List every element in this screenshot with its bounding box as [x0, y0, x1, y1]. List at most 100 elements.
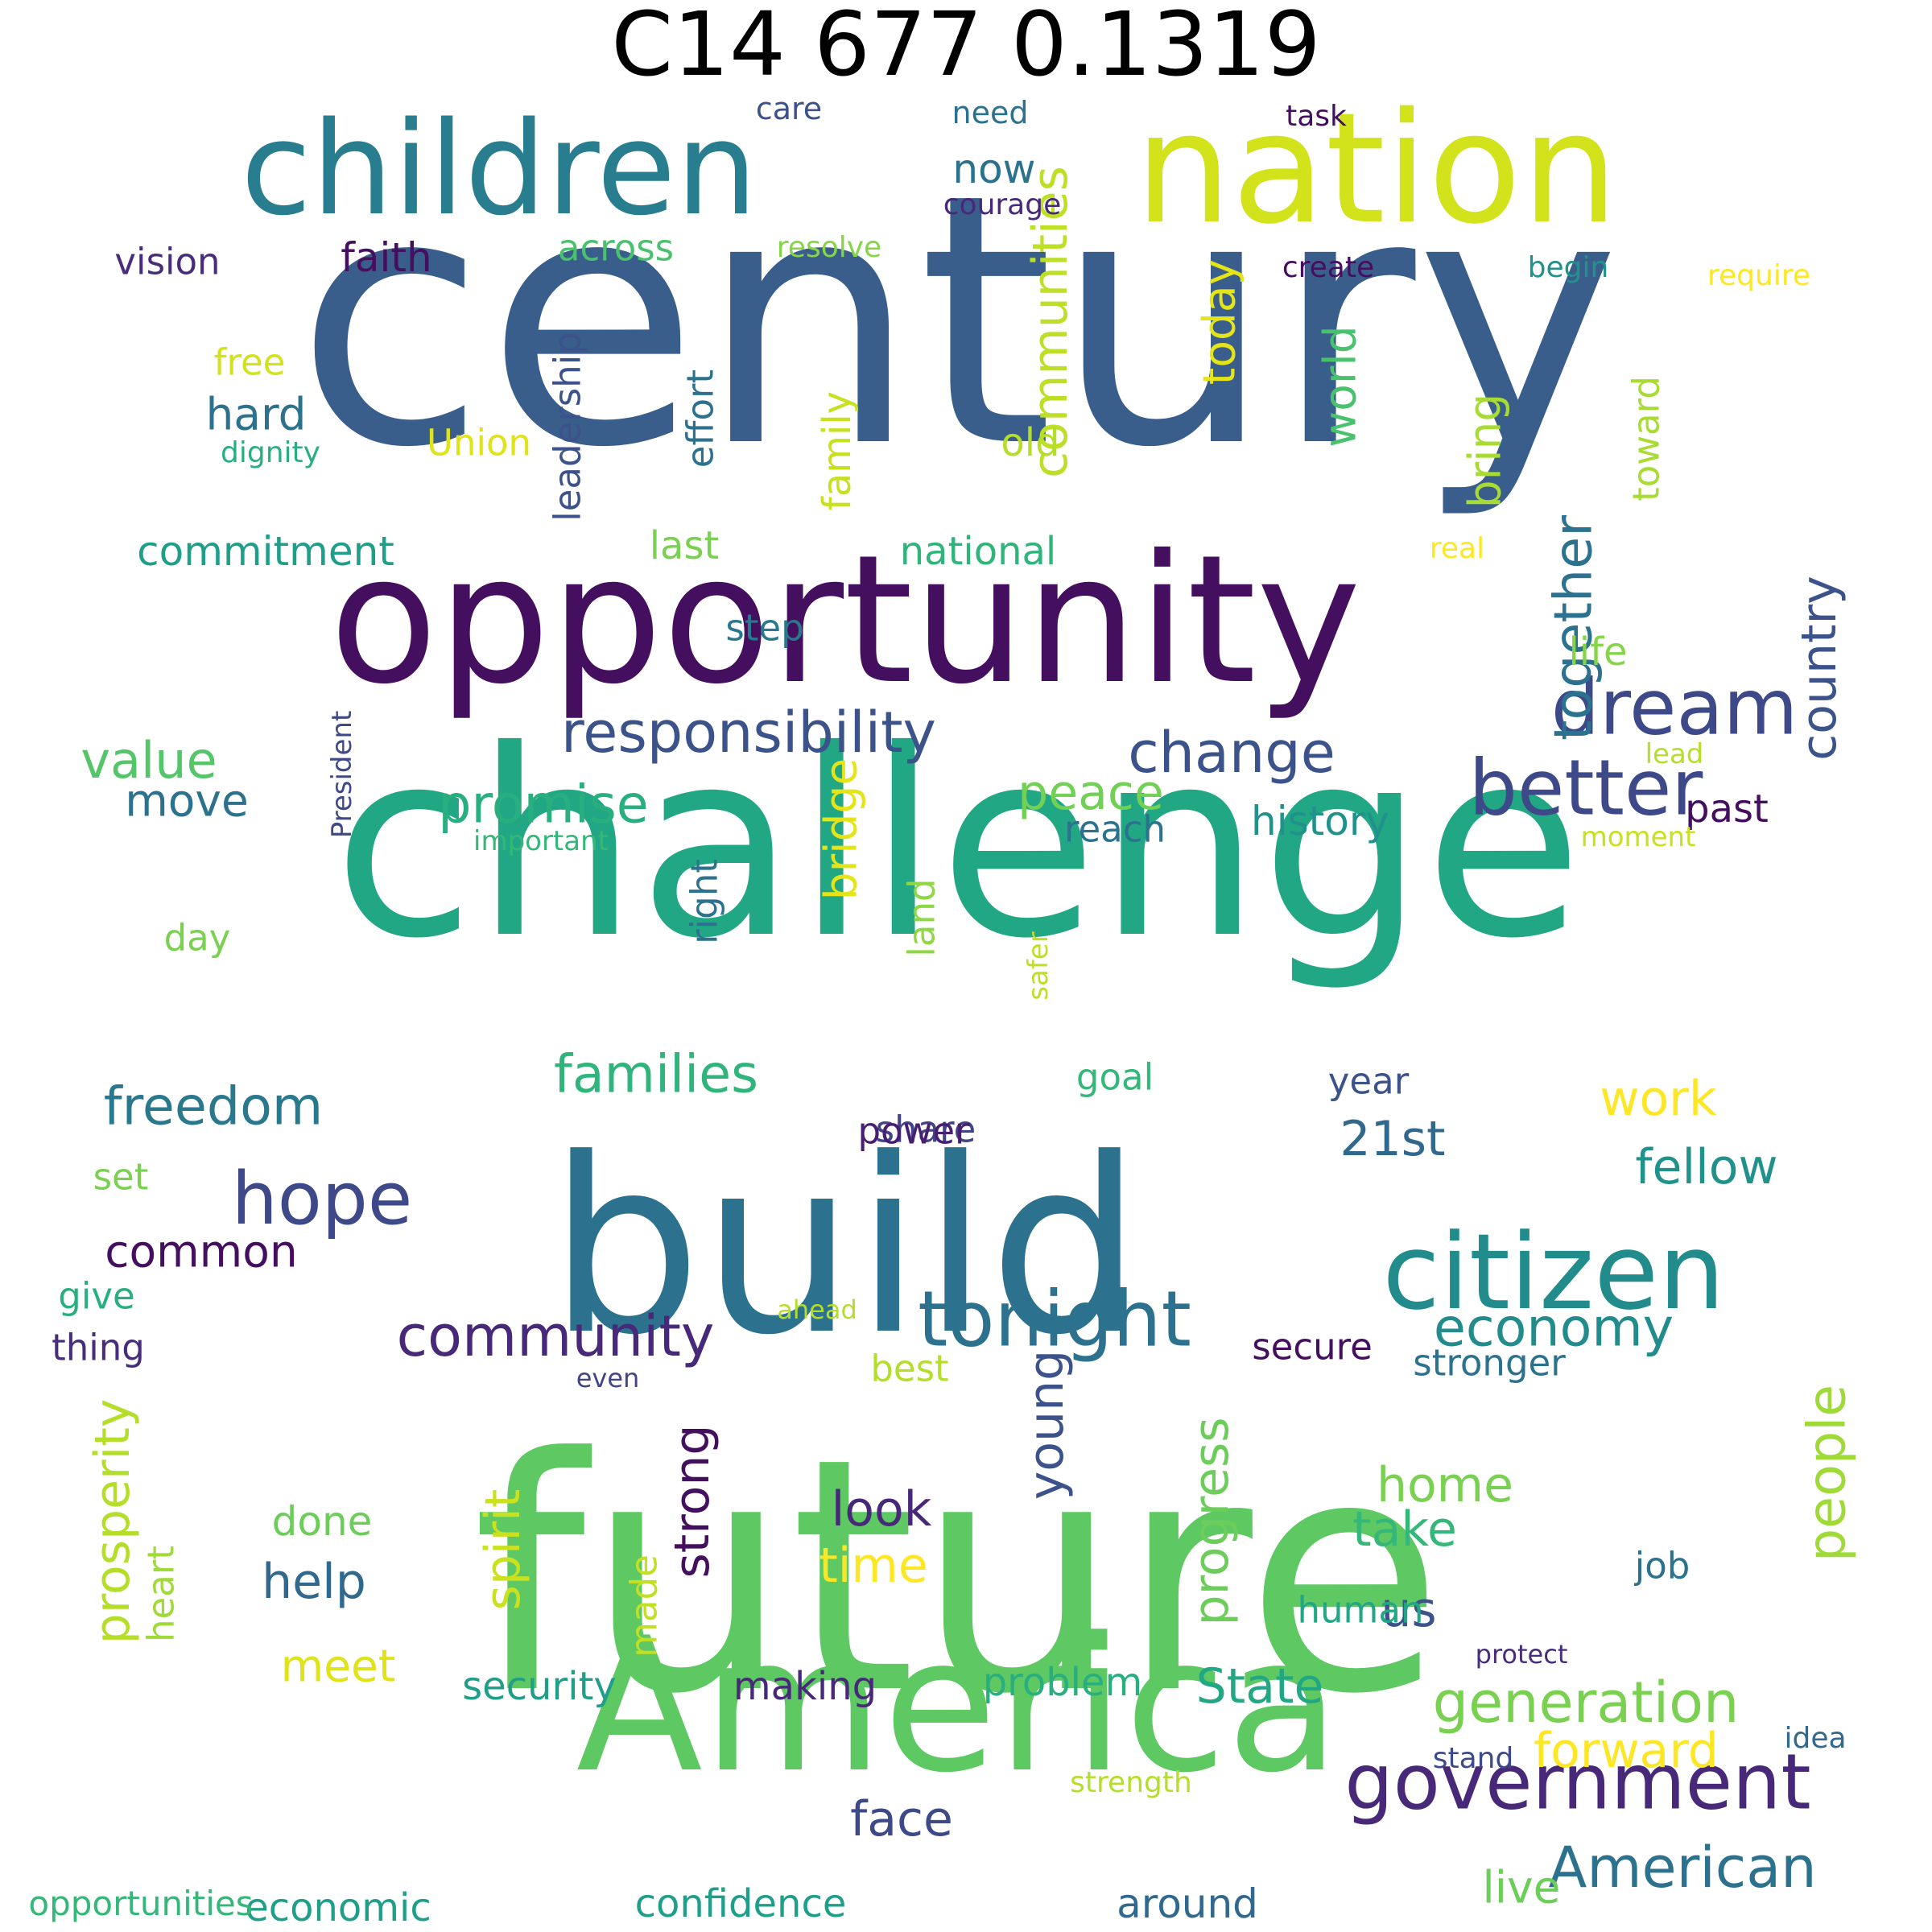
cloud-word: year: [1327, 1059, 1410, 1103]
cloud-word: nation: [1134, 80, 1619, 258]
cloud-word: help: [262, 1554, 366, 1610]
cloud-word: important: [473, 825, 609, 857]
cloud-word: done: [271, 1498, 373, 1545]
cloud-word: job: [1634, 1544, 1690, 1587]
cloud-word: best: [870, 1347, 949, 1390]
cloud-word: prosperity: [85, 1398, 141, 1645]
cloud-word: fellow: [1635, 1139, 1778, 1195]
cloud-word: promise: [438, 774, 649, 836]
cloud-word: problem: [982, 1660, 1143, 1705]
cloud-word: responsibility: [561, 700, 936, 766]
cloud-word: freedom: [103, 1076, 324, 1137]
cloud-word: vision: [114, 240, 221, 283]
cloud-word: hard: [205, 388, 307, 440]
cloud-word: now: [952, 146, 1036, 192]
cloud-word: strength: [1070, 1766, 1192, 1799]
cloud-word: peace: [1018, 765, 1164, 821]
cloud-word: create: [1282, 251, 1375, 284]
cloud-word: last: [649, 523, 720, 568]
cloud-word: State: [1195, 1658, 1324, 1715]
cloud-word: confidence: [634, 1881, 847, 1926]
cloud-word: opportunity: [329, 517, 1361, 723]
cloud-word: need: [952, 95, 1029, 130]
cloud-word: lead: [1645, 738, 1704, 770]
cloud-word: give: [58, 1274, 135, 1318]
cloud-word: dream: [1550, 663, 1798, 753]
cloud-word: hope: [231, 1157, 413, 1241]
cloud-word: forward: [1533, 1723, 1719, 1779]
cloud-word: ahead: [777, 1294, 857, 1325]
cloud-word: live: [1482, 1861, 1561, 1913]
cloud-word: life: [1568, 630, 1628, 675]
cloud-word: secure: [1252, 1325, 1373, 1368]
cloud-word: work: [1600, 1071, 1717, 1127]
cloud-word: better: [1468, 744, 1703, 833]
cloud-word: tonight: [918, 1275, 1191, 1364]
cloud-word: moment: [1580, 821, 1696, 853]
cloud-word: care: [755, 91, 823, 126]
cloud-word: opportunities: [28, 1884, 254, 1923]
cloud-word: young: [1018, 1349, 1075, 1501]
cloud-word: power: [857, 1109, 970, 1153]
cloud-word: resolve: [776, 231, 882, 264]
cloud-word: change: [1128, 720, 1335, 786]
cloud-word: move: [125, 774, 249, 827]
cloud-word: families: [553, 1044, 759, 1105]
cloud-word: national: [899, 529, 1057, 574]
cloud-word: right: [683, 859, 726, 944]
cloud-word: economic: [245, 1885, 431, 1930]
cloud-word: real: [1429, 532, 1485, 565]
cloud-word: together: [1543, 515, 1604, 741]
cloud-word: generation: [1432, 1670, 1740, 1736]
cloud-word: around: [1117, 1880, 1258, 1927]
cloud-word: day: [163, 916, 231, 960]
cloud-word: spirit: [475, 1488, 531, 1611]
cloud-word: 21st: [1340, 1111, 1446, 1167]
cloud-word: future: [472, 1390, 1444, 1765]
cloud-word: American: [1548, 1835, 1817, 1901]
cloud-word: past: [1685, 786, 1769, 832]
cloud-word: idea: [1784, 1722, 1847, 1755]
cloud-word: strong: [664, 1424, 720, 1579]
cloud-word: step: [725, 606, 804, 650]
cloud-word: goal: [1075, 1055, 1154, 1099]
cloud-word: made: [622, 1554, 666, 1657]
cloud-word: government: [1344, 1738, 1811, 1827]
cloud-word: making: [733, 1664, 877, 1709]
cloud-word: family: [815, 390, 860, 511]
cloud-word: toward: [1624, 376, 1668, 502]
cloud-word: progress: [1183, 1417, 1240, 1626]
cloud-word: today: [1193, 258, 1245, 386]
cloud-word: challenge: [332, 696, 1583, 995]
cloud-word: faith: [341, 234, 432, 281]
cloud-word: reach: [1063, 807, 1166, 851]
cloud-word: community: [396, 1303, 715, 1369]
cloud-word: courage: [943, 188, 1062, 221]
cloud-word: face: [850, 1791, 953, 1847]
cloud-word: economy: [1433, 1298, 1674, 1359]
cloud-word: thing: [52, 1326, 145, 1369]
cloud-word: history: [1251, 798, 1389, 844]
cloud-word: children: [241, 93, 758, 244]
cloud-word: old: [1001, 420, 1060, 465]
cloud-word: century: [295, 121, 1620, 523]
cloud-word: value: [80, 731, 217, 790]
cloud-word: America: [576, 1599, 1340, 1814]
cloud-word: human: [1297, 1588, 1424, 1632]
cloud-word: bring: [1459, 393, 1511, 509]
cloud-word: require: [1707, 259, 1810, 292]
cloud-word: begin: [1527, 251, 1609, 284]
cloud-word: dignity: [221, 436, 320, 469]
cloud-word: effort: [679, 369, 722, 469]
cloud-title: C14 677 0.1319: [611, 0, 1321, 96]
cloud-word: Union: [426, 421, 532, 464]
cloud-word: take: [1352, 1501, 1457, 1558]
cloud-word: land: [900, 878, 943, 957]
cloud-word: meet: [280, 1640, 396, 1692]
cloud-word: home: [1376, 1457, 1514, 1513]
cloud-word: protect: [1475, 1639, 1568, 1670]
cloud-word: leadership: [546, 332, 589, 522]
cloud-word: time: [819, 1538, 928, 1594]
cloud-word: task: [1286, 100, 1347, 133]
